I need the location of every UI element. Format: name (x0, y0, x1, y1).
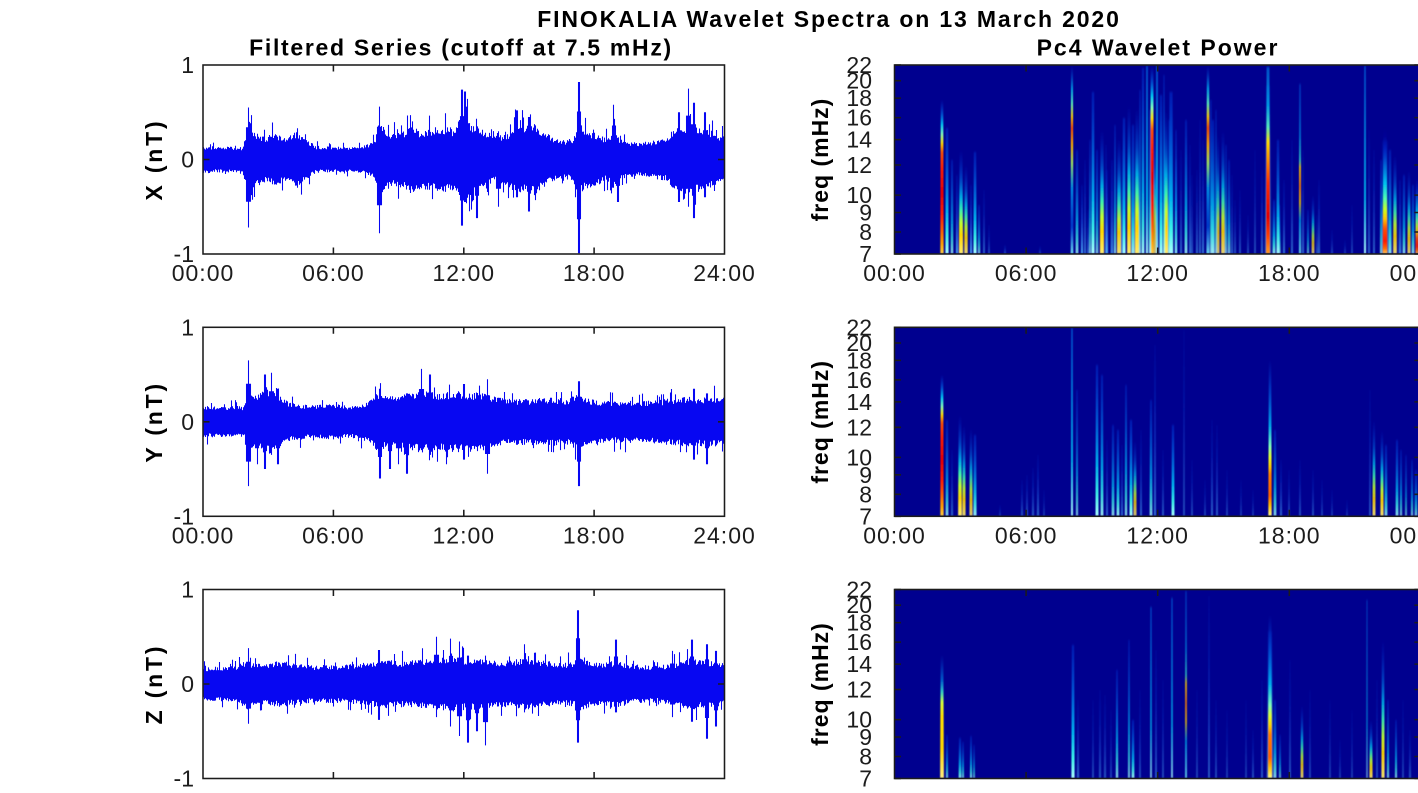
svg-text:12:00: 12:00 (433, 522, 496, 548)
svg-text:Y (nT): Y (nT) (141, 381, 167, 463)
svg-text:24:00: 24:00 (693, 522, 756, 548)
svg-text:-1: -1 (174, 766, 194, 789)
svg-text:12:00: 12:00 (1126, 260, 1189, 286)
svg-text:freq (mHz): freq (mHz) (807, 98, 833, 222)
svg-text:FINOKALIA Wavelet Spectra on 1: FINOKALIA Wavelet Spectra on 13 March 20… (537, 6, 1120, 32)
svg-text:12:00: 12:00 (433, 260, 496, 286)
svg-text:freq (mHz): freq (mHz) (807, 622, 833, 746)
svg-text:06:00: 06:00 (302, 260, 365, 286)
svg-text:06:00: 06:00 (995, 522, 1058, 548)
svg-text:1: 1 (181, 314, 194, 340)
svg-text:Z (nT): Z (nT) (141, 644, 167, 725)
svg-text:Pc4 Wavelet Power: Pc4 Wavelet Power (1037, 35, 1280, 61)
svg-text:0: 0 (181, 671, 194, 697)
svg-text:12:00: 12:00 (1126, 522, 1189, 548)
svg-text:12: 12 (846, 677, 872, 703)
svg-text:0: 0 (181, 147, 194, 173)
svg-text:18:00: 18:00 (1258, 522, 1321, 548)
svg-text:14: 14 (846, 651, 872, 677)
svg-text:24:00: 24:00 (693, 260, 756, 286)
svg-text:12: 12 (846, 152, 872, 178)
svg-text:1: 1 (181, 577, 194, 603)
svg-text:00:00: 00:00 (1390, 522, 1418, 548)
svg-text:00:00: 00:00 (172, 522, 235, 548)
svg-text:0: 0 (181, 409, 194, 435)
svg-text:Filtered Series (cutoff at 7.5: Filtered Series (cutoff at 7.5 mHz) (249, 35, 673, 61)
svg-text:freq (mHz): freq (mHz) (807, 360, 833, 484)
svg-text:00:00: 00:00 (172, 260, 235, 286)
svg-text:14: 14 (846, 389, 872, 415)
svg-text:18:00: 18:00 (563, 522, 626, 548)
svg-text:14: 14 (846, 127, 872, 153)
svg-text:18:00: 18:00 (563, 260, 626, 286)
svg-text:00:00: 00:00 (863, 522, 926, 548)
svg-text:00:00: 00:00 (863, 260, 926, 286)
svg-text:7: 7 (859, 766, 872, 789)
svg-text:12: 12 (846, 414, 872, 440)
svg-text:06:00: 06:00 (302, 522, 365, 548)
svg-text:1: 1 (181, 52, 194, 78)
svg-text:X (nT): X (nT) (141, 119, 167, 201)
svg-text:18:00: 18:00 (1258, 260, 1321, 286)
svg-text:06:00: 06:00 (995, 260, 1058, 286)
svg-text:00:00: 00:00 (1390, 260, 1418, 286)
